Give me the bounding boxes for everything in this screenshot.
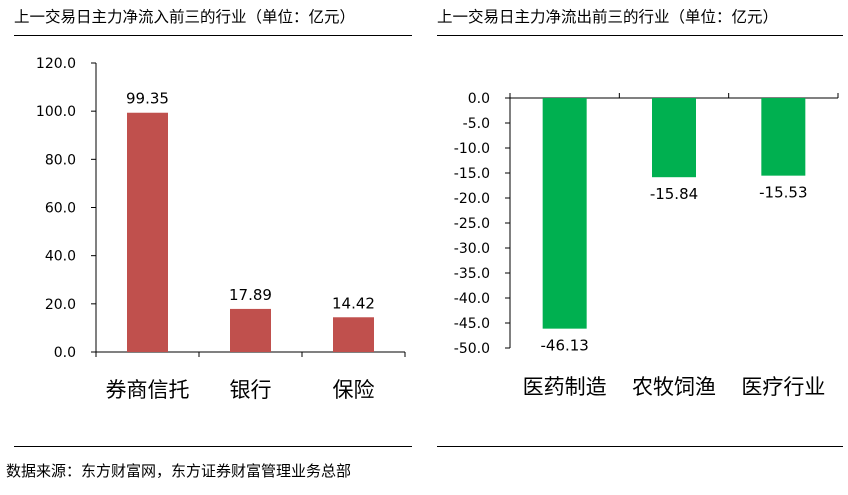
- inflow-y-tick-label: 80.0: [45, 152, 76, 168]
- inflow-bar: [333, 317, 374, 352]
- title-underline-outflow: [437, 35, 843, 36]
- inflow-y-tick-label: 0.0: [54, 345, 76, 361]
- outflow-y-tick-label: -40.0: [454, 291, 490, 307]
- inflow-bar: [230, 308, 271, 352]
- data-source-note: 数据来源：东方财富网，东方证券财富管理业务总部: [6, 462, 352, 480]
- bottom-rule-inflow: [14, 446, 412, 447]
- inflow-y-tick-label: 120.0: [36, 56, 76, 72]
- outflow-y-tick-label: -45.0: [454, 316, 490, 332]
- inflow-bar: [127, 112, 168, 352]
- outflow-y-tick-label: -30.0: [454, 241, 490, 257]
- outflow-data-label: -15.84: [650, 185, 698, 203]
- outflow-y-tick-label: -15.0: [454, 166, 490, 182]
- inflow-data-label: 17.89: [229, 286, 272, 304]
- outflow-y-tick-label: -50.0: [454, 341, 490, 357]
- outflow-y-tick-label: -20.0: [454, 191, 490, 207]
- bottom-rule-outflow: [437, 446, 843, 447]
- outflow-y-tick-label: -10.0: [454, 141, 490, 157]
- outflow-category-label: 医药制造: [523, 375, 607, 399]
- outflow-y-tick-label: 0.0: [468, 91, 490, 107]
- outflow-y-tick-label: -35.0: [454, 266, 490, 282]
- outflow-bar: [761, 98, 806, 176]
- inflow-y-tick-label: 100.0: [36, 104, 76, 120]
- inflow-data-label: 14.42: [332, 294, 375, 312]
- chart-title-inflow: 上一交易日主力净流入前三的行业（单位：亿元）: [14, 8, 356, 26]
- outflow-y-tick-label: -25.0: [454, 216, 490, 232]
- outflow-bar: [542, 98, 587, 329]
- inflow-category-label: 保险: [333, 378, 375, 402]
- outflow-data-label: -15.53: [759, 184, 807, 202]
- inflow-y-tick-label: 20.0: [45, 297, 76, 313]
- inflow-category-label: 券商信托: [106, 378, 190, 402]
- outflow-bar: [652, 98, 696, 178]
- outflow-category-label: 农牧饲渔: [632, 375, 716, 399]
- outflow-category-label: 医疗行业: [741, 375, 825, 399]
- title-underline-inflow: [14, 35, 412, 36]
- outflow-data-label: -46.13: [540, 337, 588, 355]
- inflow-category-label: 银行: [230, 378, 272, 402]
- inflow-y-tick-label: 60.0: [45, 201, 76, 217]
- inflow-y-tick-label: 40.0: [45, 249, 76, 265]
- outflow-y-tick-label: -5.0: [463, 116, 490, 132]
- chart-title-outflow: 上一交易日主力净流出前三的行业（单位：亿元）: [437, 8, 779, 26]
- inflow-data-label: 99.35: [126, 90, 169, 108]
